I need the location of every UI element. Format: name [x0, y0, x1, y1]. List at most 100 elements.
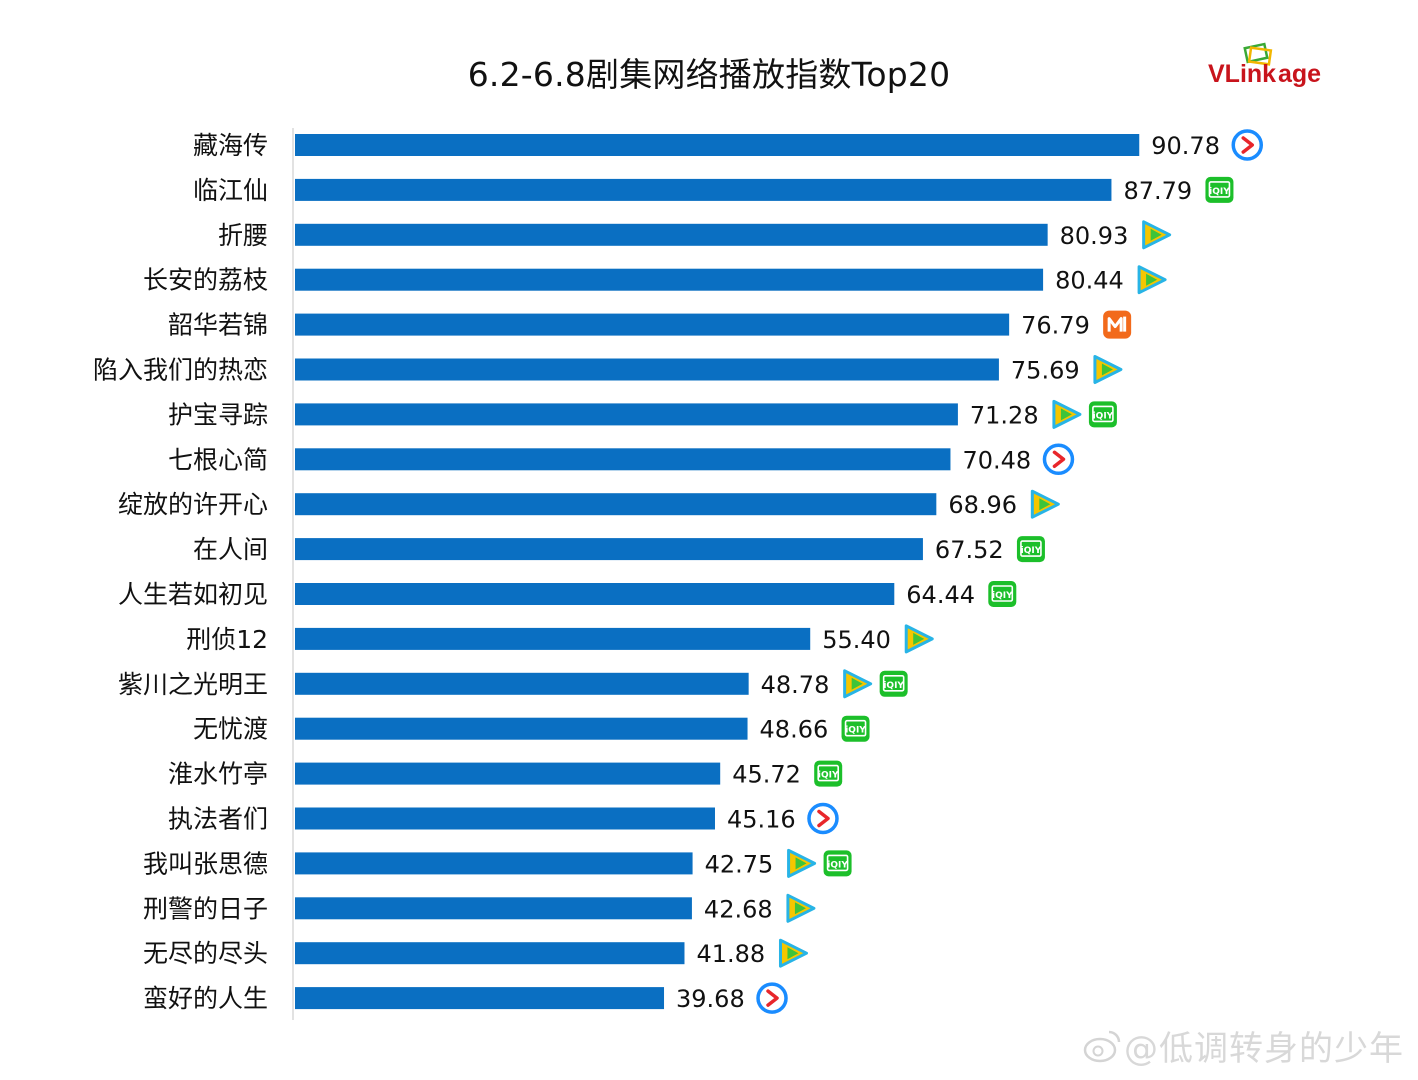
- value-label: 45.16: [727, 806, 796, 834]
- value-label: 80.93: [1060, 222, 1129, 250]
- category-label: 我叫张思德: [143, 849, 268, 878]
- category-label: 无尽的尽头: [143, 939, 268, 968]
- category-label: 陷入我们的热恋: [93, 356, 268, 385]
- tencent-icon: [843, 669, 873, 699]
- bar: [295, 672, 749, 695]
- bar-row: 藏海传 90.78: [193, 129, 1264, 161]
- tencent-icon: [1142, 220, 1172, 250]
- svg-text:iQIY: iQIY: [1209, 187, 1230, 197]
- category-label: 执法者们: [168, 805, 268, 834]
- iqiyi-icon: iQIY: [879, 670, 908, 697]
- tencent-icon: [778, 938, 808, 968]
- value-label: 75.69: [1011, 357, 1080, 385]
- category-label: 护宝寻踪: [168, 400, 268, 429]
- bar-row: 护宝寻踪 71.28 iQIY: [168, 399, 1117, 429]
- bar-row: 刑警的日子 42.68: [143, 893, 816, 923]
- mgtv-icon: [1103, 310, 1132, 339]
- svg-text:iQIY: iQIY: [818, 771, 839, 781]
- bar: [295, 178, 1112, 201]
- svg-text:iQIY: iQIY: [845, 726, 866, 736]
- watermark-text: @低调转身的少年: [1124, 1029, 1404, 1069]
- value-label: 70.48: [962, 446, 1031, 474]
- bar: [295, 852, 693, 875]
- value-label: 64.44: [906, 581, 975, 609]
- bar-row: 淮水竹亭 45.72 iQIY: [168, 760, 843, 789]
- svg-text:VLink: VLink: [1208, 60, 1276, 88]
- value-label: 55.40: [822, 626, 891, 654]
- tencent-icon: [786, 893, 816, 923]
- value-label: 67.52: [935, 536, 1004, 564]
- bar: [295, 583, 895, 605]
- bar-row: 七根心简 70.48: [168, 443, 1075, 476]
- value-label: 45.72: [732, 761, 801, 789]
- bar: [295, 134, 1140, 156]
- category-label: 淮水竹亭: [168, 760, 268, 789]
- iqiyi-icon: iQIY: [1205, 176, 1234, 203]
- category-label: 刑警的日子: [143, 894, 268, 923]
- svg-text:iQIY: iQIY: [1021, 546, 1042, 556]
- category-label: 无忧渡: [193, 715, 268, 744]
- bar: [295, 762, 721, 785]
- bar: [295, 627, 811, 650]
- value-label: 80.44: [1055, 267, 1124, 295]
- bar: [295, 448, 951, 471]
- bar-row: 人生若如初见 64.44 iQIY: [118, 580, 1017, 609]
- bar: [295, 807, 715, 830]
- iqiyi-icon: iQIY: [1016, 536, 1045, 563]
- bar-row: 无忧渡 48.66 iQIY: [193, 715, 870, 744]
- bar: [295, 358, 999, 381]
- bar-row: 折腰 80.93: [218, 220, 1172, 250]
- youku-icon: [807, 802, 839, 835]
- iqiyi-icon: iQIY: [814, 760, 843, 787]
- bar: [295, 717, 748, 740]
- bar-row: 绽放的许开心 68.96: [118, 489, 1060, 519]
- tencent-icon: [1093, 355, 1123, 384]
- value-label: 76.79: [1021, 312, 1090, 340]
- category-label: 在人间: [193, 535, 268, 564]
- category-label: 刑侦12: [186, 625, 268, 654]
- category-label: 绽放的许开心: [118, 490, 268, 519]
- bar: [295, 538, 923, 561]
- bar: [295, 942, 685, 965]
- value-label: 42.68: [704, 895, 773, 923]
- bar-row: 陷入我们的热恋 75.69: [93, 355, 1123, 385]
- value-label: 39.68: [676, 985, 745, 1013]
- svg-text:iQIY: iQIY: [883, 681, 904, 691]
- value-label: 90.78: [1151, 132, 1220, 160]
- bar-row: 刑侦12 55.40: [186, 624, 934, 654]
- tencent-icon: [1052, 399, 1082, 429]
- bars-layer: 藏海传 90.78 临江仙 87.79 iQIY 折腰 80.93 长安的荔枝 80.44 韶华若…: [93, 129, 1264, 1014]
- youku-icon: [1042, 443, 1075, 476]
- iqiyi-icon: iQIY: [1088, 401, 1117, 428]
- bar-row: 紫川之光明王 48.78 iQIY: [118, 669, 908, 699]
- weibo-icon: [1083, 1030, 1121, 1063]
- bar-row: 长安的荔枝 80.44: [143, 265, 1167, 295]
- value-label: 68.96: [948, 491, 1017, 519]
- bar: [295, 313, 1010, 336]
- bar-row: 无尽的尽头 41.88: [143, 938, 808, 968]
- youku-icon: [1231, 129, 1264, 161]
- category-label: 七根心简: [168, 445, 268, 474]
- bar: [295, 403, 958, 426]
- svg-text:iQIY: iQIY: [1093, 411, 1114, 421]
- category-label: 临江仙: [193, 176, 268, 205]
- value-label: 48.66: [760, 716, 829, 744]
- tencent-icon: [904, 624, 934, 654]
- svg-text:age: age: [1278, 60, 1321, 88]
- value-label: 41.88: [696, 940, 765, 968]
- bar: [295, 987, 665, 1010]
- bar-row: 蛮好的人生 39.68: [143, 982, 788, 1014]
- svg-text:iQIY: iQIY: [992, 591, 1013, 601]
- category-label: 藏海传: [193, 131, 268, 160]
- iqiyi-icon: iQIY: [823, 850, 852, 877]
- vlinkage-logo: VLink age: [1208, 42, 1321, 88]
- logo-frame-icon: [1243, 42, 1273, 66]
- bar-row: 我叫张思德 42.75 iQIY: [143, 848, 852, 878]
- bar-row: 在人间 67.52 iQIY: [193, 535, 1045, 564]
- tencent-icon: [1137, 265, 1167, 295]
- bar: [295, 897, 692, 920]
- bar: [295, 223, 1048, 246]
- category-label: 韶华若锦: [168, 311, 268, 340]
- bar: [295, 268, 1044, 291]
